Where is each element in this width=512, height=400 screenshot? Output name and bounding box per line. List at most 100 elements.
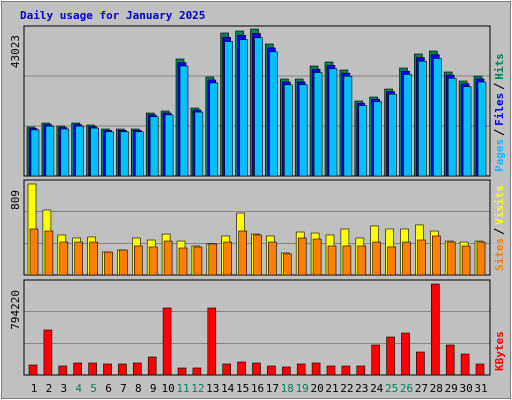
bar [298,84,308,177]
bar [403,74,412,177]
x-tick-label: 7 [120,382,127,395]
bar [296,363,306,376]
bar [297,237,307,276]
bar [147,356,157,376]
bar [45,125,55,177]
bar [253,234,262,276]
x-tick-label: 5 [90,382,97,395]
bar [388,93,397,177]
y-tick-label: 794220 [9,290,22,330]
bar [149,116,159,177]
bar [60,128,70,177]
bar [59,241,69,276]
x-tick-label: 15 [236,382,249,395]
bar [148,246,158,276]
bar [313,72,323,177]
bar [460,353,470,376]
bar [268,241,277,276]
bar [29,228,39,276]
bar [282,253,292,276]
bar [194,111,204,177]
bar [133,362,142,376]
bar [208,243,218,276]
bar [44,230,54,276]
bar [446,241,456,276]
bar [222,363,231,376]
bar [74,241,83,276]
bar [162,307,172,376]
x-tick-label: 16 [251,382,264,395]
bar [430,283,440,376]
bar [283,84,293,177]
x-tick-label: 2 [46,382,53,395]
x-tick-label: 3 [60,382,67,395]
bar [356,365,366,376]
bar [104,251,113,276]
x-tick-label: 29 [445,382,458,395]
bar [387,246,396,276]
legend: Sites Visits [493,185,506,271]
x-tick-label: 24 [370,382,384,395]
bar [43,329,53,376]
legend-separator [493,129,505,136]
bar [462,86,472,177]
bar [75,125,84,177]
chart-title: Daily usage for January 2025 [20,9,205,22]
bar [192,367,202,376]
bar [119,249,128,276]
bar [207,307,217,376]
bar [341,365,351,376]
legend-entry: KBytes [493,331,506,371]
bar [401,332,410,376]
bar [326,365,336,376]
legend: Pages Files Hits [493,53,506,172]
bar [402,241,411,276]
legend-entry: Pages [493,139,506,172]
bar [445,344,455,376]
bar [373,101,383,177]
bar [224,41,233,177]
legend: KBytes [493,331,506,371]
bar [431,235,441,276]
bar [178,247,188,276]
bar [105,131,114,177]
x-tick-label: 13 [206,382,219,395]
x-tick-label: 20 [310,382,323,395]
x-tick-label: 19 [296,382,309,395]
bar [237,361,246,376]
bar [164,114,174,177]
legend-entry: Visits [493,185,506,225]
x-tick-label: 9 [150,382,157,395]
bar [357,245,367,276]
x-tick-label: 8 [135,382,142,395]
bar [372,241,382,276]
legend-separator [493,228,505,235]
bar [120,131,129,177]
bar [476,241,486,276]
x-tick-label: 21 [325,382,338,395]
panel [23,279,491,376]
bar [358,105,368,177]
bar [163,240,173,276]
bar [312,238,322,276]
bar [416,351,425,376]
x-tick-label: 17 [266,382,279,395]
x-tick-label: 10 [161,382,174,395]
x-tick-label: 31 [474,382,487,395]
x-tick-label: 14 [221,382,235,395]
legend-entry: Sites [493,238,506,271]
bar [281,366,291,376]
legend-entry: Hits [493,53,506,80]
bar [267,365,276,376]
bar [269,51,278,177]
x-tick-label: 28 [430,382,443,395]
x-tick-label: 26 [400,382,413,395]
bar [311,362,321,376]
bar [179,65,189,177]
bar [461,245,471,276]
x-tick-label: 18 [281,382,294,395]
bar [73,362,82,376]
bar [386,336,395,376]
bar [88,362,97,376]
